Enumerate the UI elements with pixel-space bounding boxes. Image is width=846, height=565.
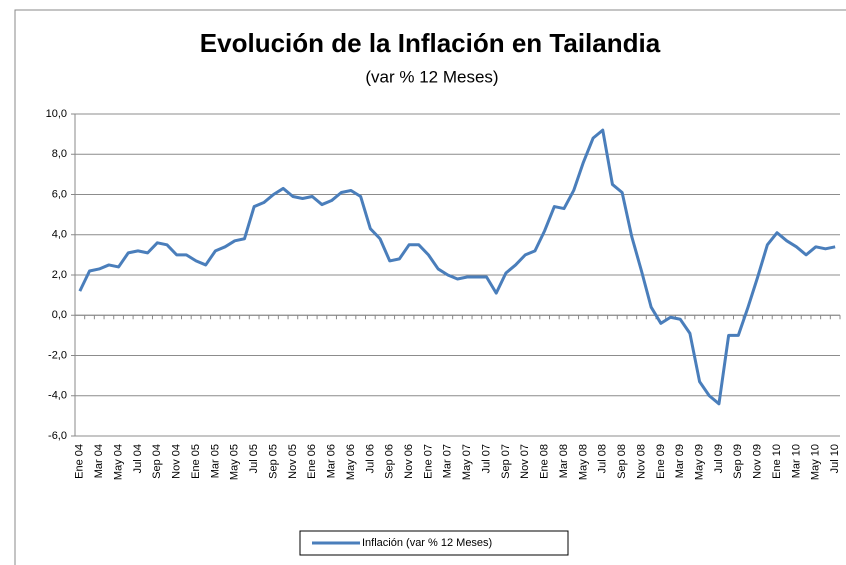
x-tick-label: May 09 xyxy=(693,444,705,480)
x-tick-label: Sep 05 xyxy=(267,444,279,479)
x-tick-label: Jul 07 xyxy=(480,444,492,473)
x-tick-label: Mar 04 xyxy=(93,444,105,478)
x-tick-label: Jul 10 xyxy=(829,444,841,473)
x-tick-label: May 05 xyxy=(229,444,241,480)
y-tick-label: 2,0 xyxy=(52,269,67,281)
x-tick-label: Ene 09 xyxy=(655,444,667,479)
x-tick-label: Mar 05 xyxy=(209,444,221,478)
y-tick-label: 10,0 xyxy=(46,108,67,120)
x-tick-label: Nov 08 xyxy=(635,444,647,479)
y-tick-label: -4,0 xyxy=(48,390,67,402)
x-tick-label: Nov 05 xyxy=(287,444,299,479)
x-tick-label: Nov 09 xyxy=(752,444,764,479)
x-tick-label: Ene 10 xyxy=(771,444,783,479)
x-tick-label: Jul 09 xyxy=(713,444,725,473)
y-tick-label: 4,0 xyxy=(52,229,67,241)
x-tick-label: Ene 08 xyxy=(539,444,551,479)
legend-label: Inflación (var % 12 Meses) xyxy=(362,537,492,549)
chart-border xyxy=(14,9,846,565)
x-tick-label: Ene 06 xyxy=(306,444,318,479)
x-tick-label: Sep 07 xyxy=(500,444,512,479)
x-tick-label: May 07 xyxy=(461,444,473,480)
y-tick-label: -6,0 xyxy=(48,430,67,442)
x-tick-label: Mar 09 xyxy=(674,444,686,478)
y-tick-label: 0,0 xyxy=(52,309,67,321)
x-tick-label: Nov 07 xyxy=(519,444,531,479)
y-tick-label: -2,0 xyxy=(48,349,67,361)
x-tick-label: Ene 05 xyxy=(190,444,202,479)
x-tick-label: May 10 xyxy=(810,444,822,480)
x-tick-label: Sep 09 xyxy=(732,444,744,479)
x-tick-label: Mar 08 xyxy=(558,444,570,478)
x-tick-label: Ene 07 xyxy=(422,444,434,479)
x-tick-label: Mar 07 xyxy=(442,444,454,478)
x-tick-label: Jul 05 xyxy=(248,444,260,473)
x-tick-label: May 08 xyxy=(577,444,589,480)
x-tick-label: May 04 xyxy=(112,444,124,480)
x-tick-label: Jul 06 xyxy=(364,444,376,473)
x-tick-label: Sep 08 xyxy=(616,444,628,479)
x-tick-label: Nov 06 xyxy=(403,444,415,479)
x-tick-label: Sep 04 xyxy=(151,444,163,479)
chart-subtitle: (var % 12 Meses) xyxy=(365,67,498,86)
line-series xyxy=(78,128,836,406)
x-tick-label: Nov 04 xyxy=(171,444,183,479)
x-tick-label: Mar 10 xyxy=(790,444,802,478)
y-tick-label: 6,0 xyxy=(52,188,67,200)
x-tick-label: Jul 08 xyxy=(597,444,609,473)
x-tick-label: Mar 06 xyxy=(326,444,338,478)
x-tick-label: Sep 06 xyxy=(384,444,396,479)
chart-title: Evolución de la Inflación en Tailandia xyxy=(200,28,661,58)
x-tick-label: Ene 04 xyxy=(74,444,86,479)
x-tick-label: Jul 04 xyxy=(132,444,144,473)
x-tick-label: May 06 xyxy=(345,444,357,480)
y-tick-label: 8,0 xyxy=(52,148,67,160)
